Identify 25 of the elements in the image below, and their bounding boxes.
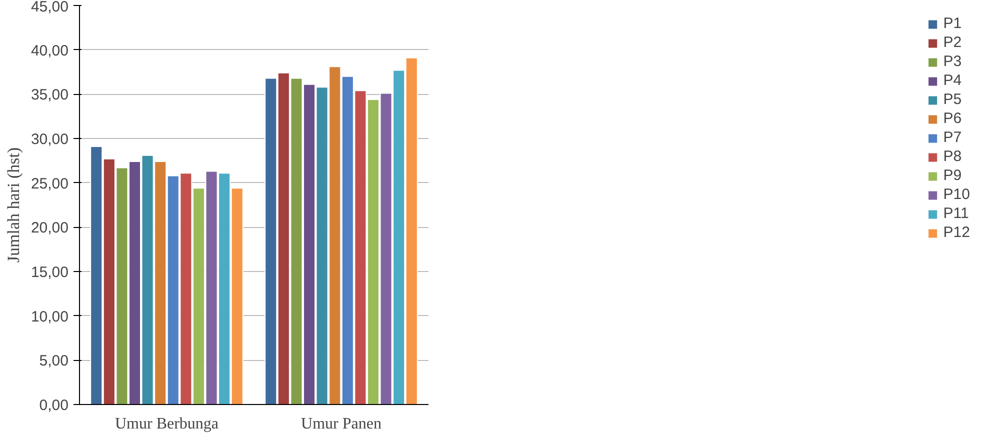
y-tick-label: 20,00 [30, 220, 69, 237]
x-tick-label: Umur Panen [301, 416, 382, 432]
y-tick-label: 30,00 [30, 131, 69, 148]
legend-label: P2 [943, 34, 963, 51]
legend-label: P3 [943, 53, 963, 70]
y-tick-label: 10,00 [30, 308, 69, 326]
y-tick-label: 40,00 [30, 42, 69, 60]
legend-label: P11 [943, 205, 969, 222]
legend-label: P6 [943, 110, 963, 127]
legend-label: P5 [943, 91, 963, 108]
y-tick-label: 5,00 [39, 352, 69, 370]
y-tick-label: 35,00 [30, 86, 69, 104]
legend-label: P12 [943, 224, 970, 241]
y-tick-label: 45,00 [30, 0, 69, 16]
legend-label: P9 [943, 167, 963, 184]
y-tick-label: 0,00 [39, 397, 69, 414]
legend-label: P7 [943, 129, 963, 146]
x-tick-label: Umur Berbunga [114, 416, 219, 432]
legend-label: P10 [943, 186, 970, 203]
y-tick-label: 25,00 [30, 175, 69, 192]
y-tick-label: 15,00 [30, 264, 69, 281]
legend-label: P1 [943, 15, 963, 32]
legend-label: P4 [943, 72, 963, 89]
legend-label: P8 [943, 148, 963, 165]
y-axis-title: Jumlah hari (hst) [4, 147, 23, 263]
